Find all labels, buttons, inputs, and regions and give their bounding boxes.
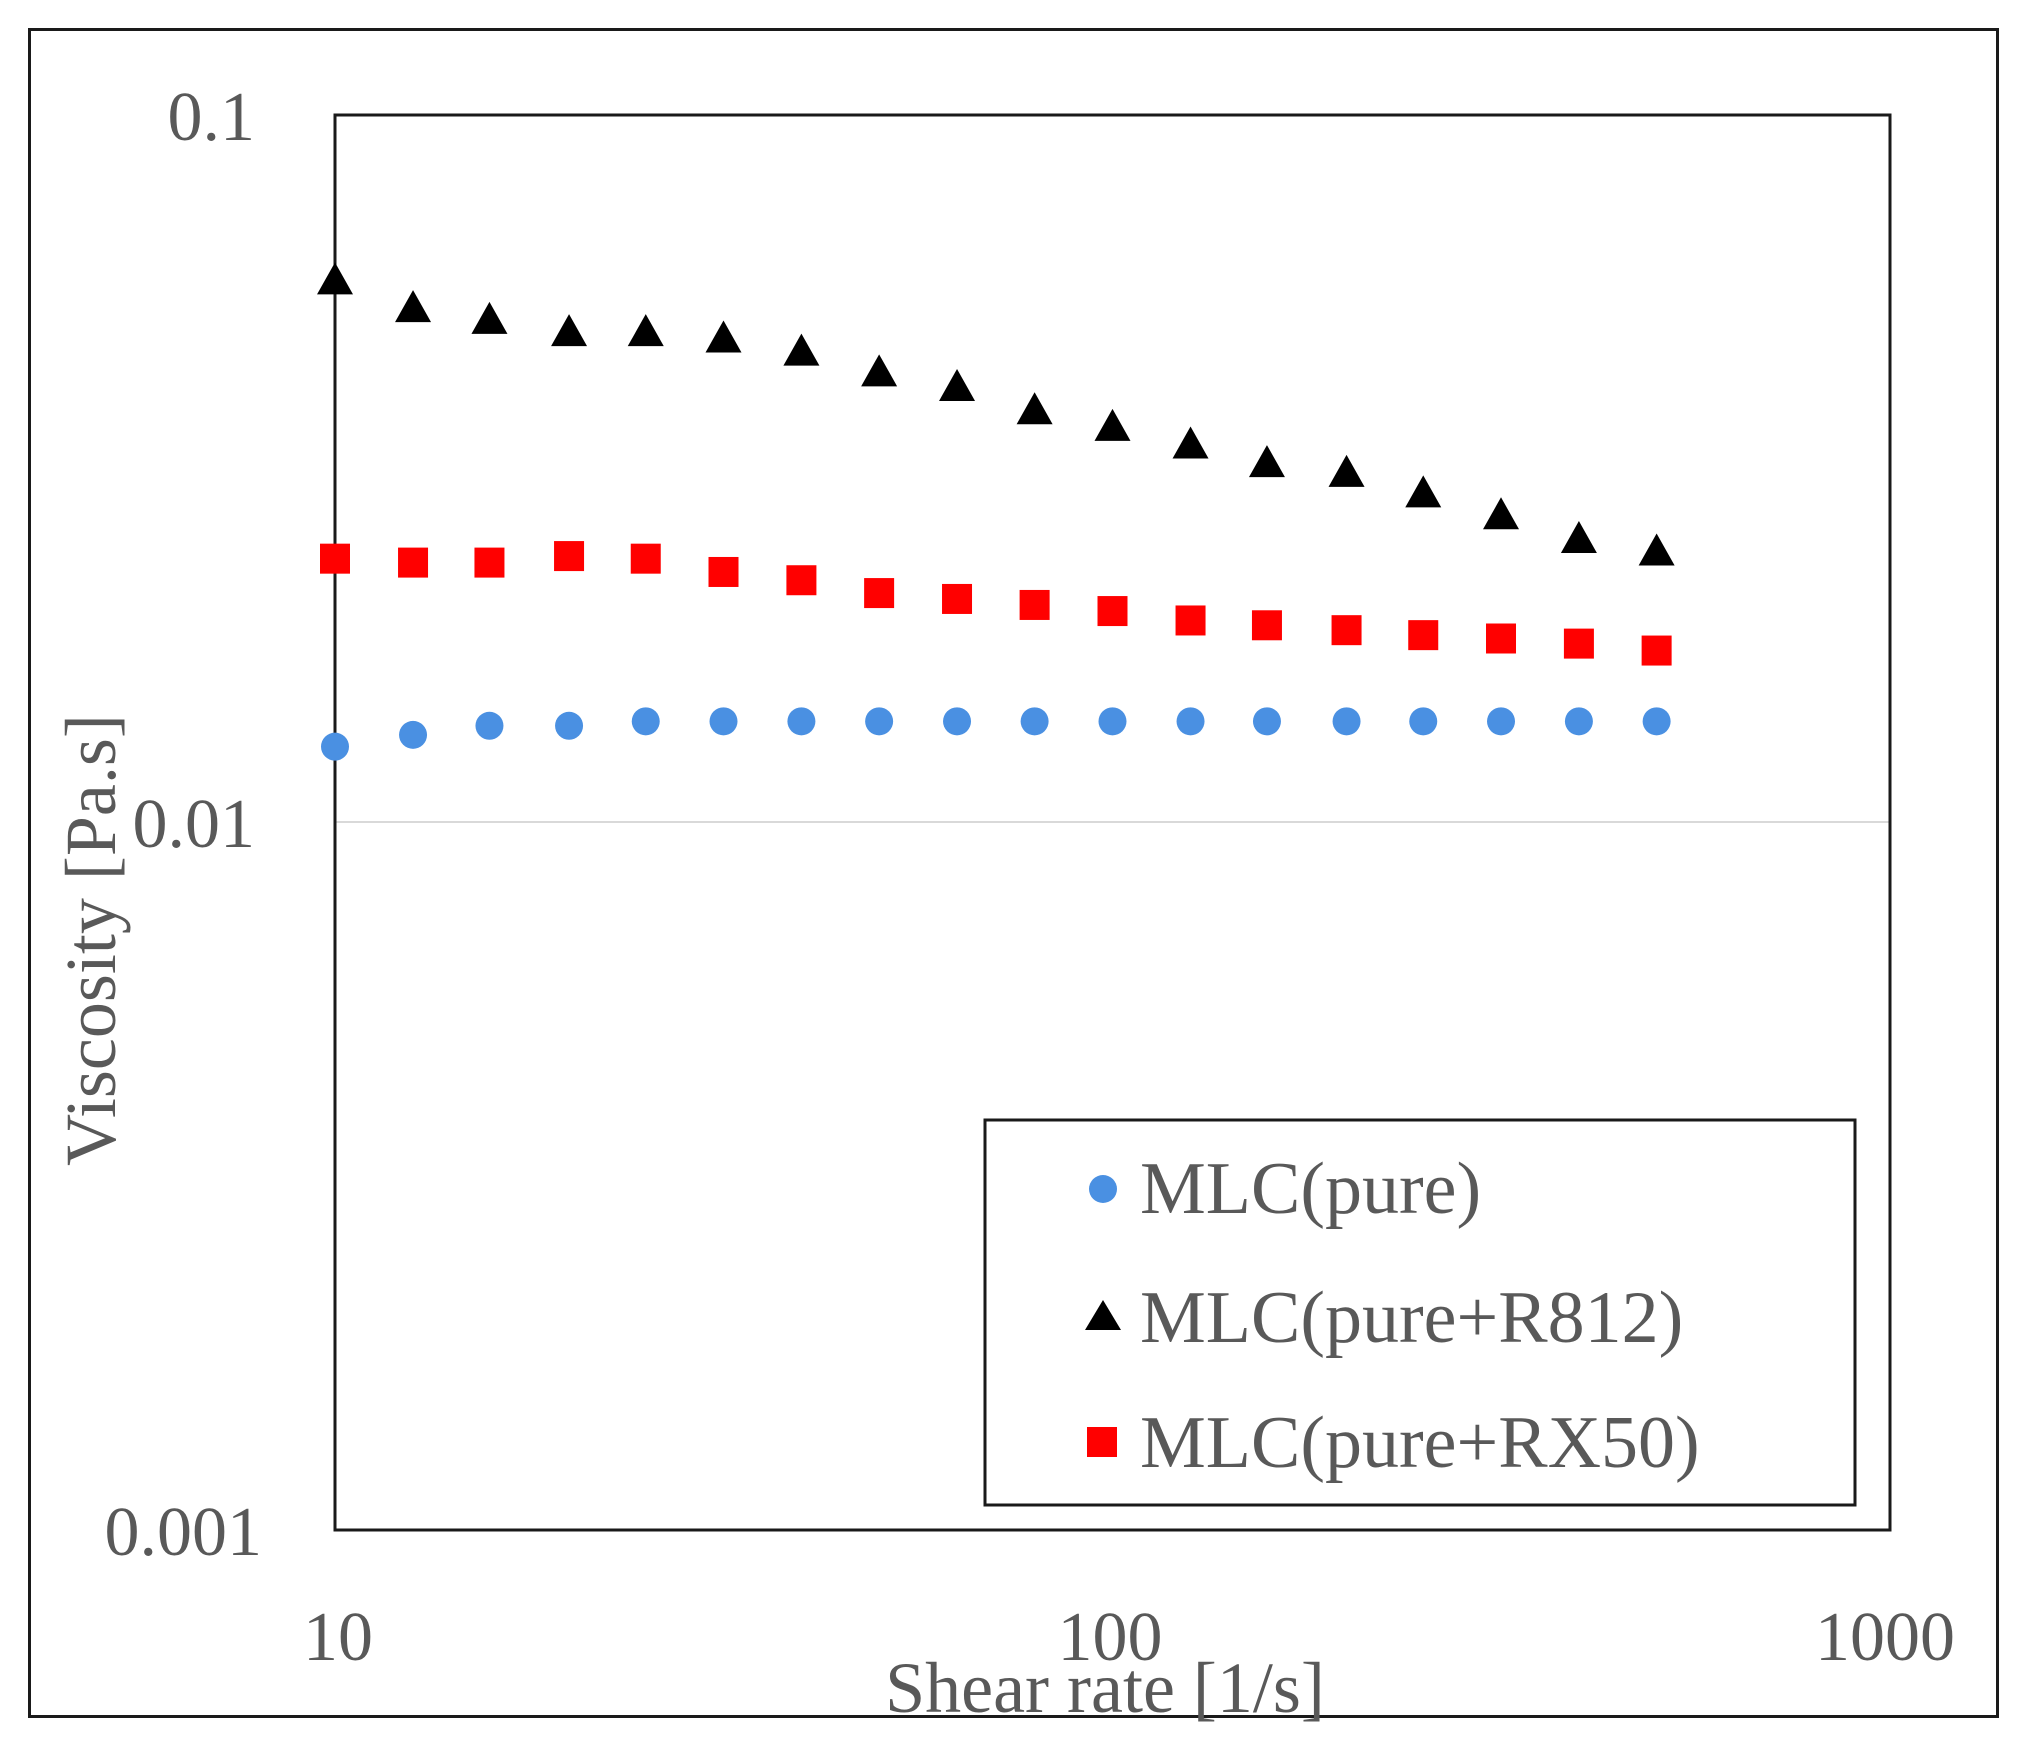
data-point-triangle [1016,392,1053,425]
data-point-triangle [1405,475,1442,508]
data-point-triangle [1094,408,1131,441]
data-point-triangle [861,354,898,387]
data-point-square [942,583,973,614]
data-point-triangle [627,314,664,347]
x-tick-label: 100 [1058,1599,1163,1676]
x-tick-label: 1000 [1815,1599,1955,1676]
data-point-square [1486,623,1517,654]
x-tick-label: 10 [303,1599,373,1676]
legend-marker-square [1087,1427,1117,1457]
data-point-triangle [705,320,742,353]
y-tick-label: 0.01 [133,786,256,863]
data-point-circle [399,720,428,749]
data-point-triangle [395,290,432,323]
data-point-triangle [1248,445,1285,478]
data-point-square [864,578,895,609]
data-point-triangle [471,301,508,334]
data-point-square [320,543,350,574]
data-point-triangle [783,333,820,366]
data-point-triangle [317,262,353,295]
data-point-circle [1020,707,1049,736]
data-point-square [708,556,739,587]
data-point-circle [709,707,738,736]
data-point-circle [943,707,972,736]
legend-box [983,1118,1857,1507]
data-point-triangle [551,314,588,347]
data-point-circle [1098,707,1127,736]
data-point-circle [475,711,504,740]
legend-label: MLC(pure) [1140,1148,1481,1230]
data-point-triangle [1483,497,1520,530]
data-point-circle [865,707,894,736]
data-point-square [1408,620,1439,651]
data-point-circle [555,711,584,740]
y-tick-label: 0.001 [105,1494,263,1571]
data-point-circle [1409,707,1438,736]
data-point-square [630,543,661,574]
plot-area [333,113,1892,1532]
data-point-circle [1642,707,1671,736]
data-point-square [1563,628,1594,659]
data-point-circle [1487,707,1516,736]
data-point-circle [1564,707,1593,736]
data-point-triangle [1172,426,1209,459]
data-point-square [1641,635,1672,666]
data-point-square [1019,589,1050,620]
data-point-circle [321,732,349,761]
data-point-triangle [1560,520,1597,553]
data-point-square [398,547,429,578]
data-point-triangle [939,368,976,401]
data-point-circle [631,707,660,736]
data-marks [317,262,1675,761]
y-axis-title: Viscosity [Pa.s] [51,714,131,1166]
x-axis-title: Shear rate [1/s] [885,1648,1325,1728]
data-point-triangle [1328,454,1365,487]
data-point-square [1097,596,1128,627]
y-tick-label: 0.1 [168,79,256,156]
data-point-circle [1252,707,1281,736]
data-point-circle [1332,707,1361,736]
data-point-triangle [1638,533,1675,566]
legend-marker-triangle [1085,1300,1121,1330]
data-point-circle [1176,707,1205,736]
data-point-square [1331,615,1362,646]
data-point-circle [787,707,816,736]
legend-label: MLC(pure+R812) [1140,1277,1683,1359]
data-point-square [786,565,817,596]
legend: MLC(pure) MLC(pure+R812) MLC(pure+RX50) [1085,1148,1700,1484]
data-point-square [554,541,585,572]
data-point-square [474,547,505,578]
legend-marker-circle [1089,1175,1117,1203]
legend-label: MLC(pure+RX50) [1140,1402,1700,1484]
data-point-square [1251,610,1282,641]
data-point-square [1175,605,1206,636]
